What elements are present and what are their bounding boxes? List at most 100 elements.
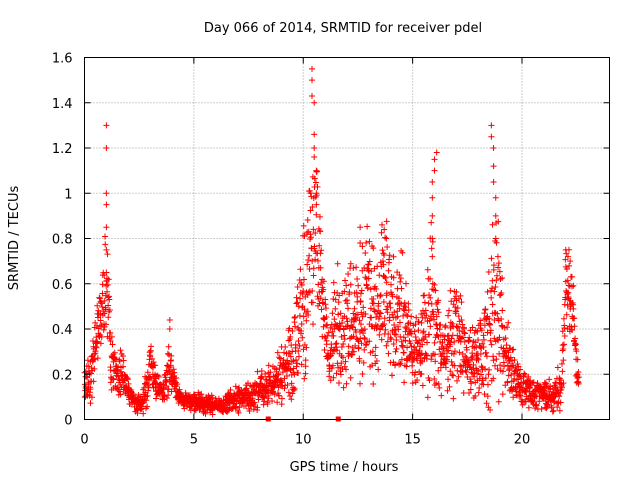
data-point bbox=[98, 300, 105, 307]
data-point bbox=[358, 287, 365, 294]
data-point bbox=[491, 288, 498, 295]
data-point bbox=[475, 336, 482, 343]
data-point bbox=[490, 357, 497, 364]
data-point bbox=[566, 262, 573, 269]
data-point bbox=[354, 275, 361, 282]
data-point bbox=[392, 362, 399, 369]
data-point bbox=[456, 349, 463, 356]
data-point bbox=[173, 374, 180, 381]
data-point bbox=[451, 338, 458, 345]
data-point bbox=[96, 294, 103, 301]
data-point bbox=[312, 256, 319, 263]
data-point bbox=[309, 92, 315, 99]
data-point bbox=[505, 349, 512, 356]
data-point bbox=[396, 271, 403, 278]
data-point bbox=[151, 362, 158, 369]
data-point bbox=[340, 384, 347, 391]
data-point bbox=[468, 354, 475, 361]
data-point bbox=[298, 321, 305, 328]
data-point bbox=[294, 284, 301, 291]
data-point bbox=[292, 341, 299, 348]
data-point bbox=[326, 373, 333, 380]
data-point bbox=[384, 338, 391, 345]
data-point bbox=[357, 224, 364, 231]
data-point bbox=[445, 376, 452, 383]
data-point bbox=[560, 357, 567, 364]
data-point bbox=[292, 323, 299, 330]
data-point bbox=[274, 390, 281, 397]
data-point bbox=[108, 333, 115, 340]
data-point bbox=[469, 353, 476, 360]
data-point bbox=[368, 314, 375, 321]
data-point bbox=[330, 279, 337, 286]
data-point bbox=[568, 283, 575, 290]
data-point bbox=[117, 347, 124, 354]
data-point bbox=[570, 282, 577, 289]
data-point bbox=[391, 309, 398, 316]
data-point bbox=[517, 366, 524, 373]
data-point bbox=[435, 309, 442, 316]
data-point bbox=[274, 399, 281, 406]
data-point bbox=[343, 380, 350, 387]
data-point bbox=[96, 295, 103, 302]
data-point bbox=[485, 268, 492, 275]
data-point bbox=[565, 289, 572, 296]
data-point bbox=[534, 380, 541, 387]
data-point bbox=[451, 348, 458, 355]
data-point bbox=[487, 406, 494, 413]
data-point bbox=[166, 316, 173, 323]
data-point bbox=[163, 395, 170, 402]
data-point bbox=[383, 290, 390, 297]
data-point bbox=[323, 337, 330, 344]
data-point bbox=[257, 380, 264, 387]
data-point bbox=[478, 371, 485, 378]
data-point bbox=[298, 328, 305, 335]
data-point bbox=[116, 358, 123, 365]
data-point bbox=[413, 347, 420, 354]
data-point bbox=[309, 65, 315, 72]
x-tick-label: 20 bbox=[514, 433, 531, 448]
data-point bbox=[492, 212, 499, 219]
data-point bbox=[360, 304, 367, 311]
data-point bbox=[290, 387, 297, 394]
data-point bbox=[174, 381, 181, 388]
data-point bbox=[390, 340, 397, 347]
data-point bbox=[447, 368, 454, 375]
data-point bbox=[320, 278, 327, 285]
data-point bbox=[494, 310, 501, 317]
data-point bbox=[315, 281, 322, 288]
data-point bbox=[328, 321, 335, 328]
data-point bbox=[569, 327, 576, 334]
data-point bbox=[376, 331, 383, 338]
data-point bbox=[530, 379, 537, 386]
data-point bbox=[550, 407, 557, 414]
data-point bbox=[417, 351, 424, 358]
data-point bbox=[362, 310, 369, 317]
data-point bbox=[467, 386, 474, 393]
data-point bbox=[312, 179, 319, 186]
data-point bbox=[350, 310, 357, 317]
data-point bbox=[499, 274, 506, 281]
data-point bbox=[422, 307, 429, 314]
data-point bbox=[407, 340, 414, 347]
data-point bbox=[575, 374, 582, 381]
data-point bbox=[357, 298, 364, 305]
x-tick-label: 15 bbox=[404, 433, 421, 448]
data-point bbox=[292, 314, 299, 321]
data-point bbox=[466, 389, 473, 396]
data-point bbox=[370, 245, 377, 252]
data-point bbox=[552, 380, 559, 387]
data-point bbox=[164, 350, 171, 357]
data-point bbox=[459, 368, 466, 375]
data-point bbox=[82, 368, 89, 375]
data-point bbox=[309, 299, 316, 306]
data-point bbox=[402, 328, 409, 335]
data-point bbox=[262, 371, 269, 378]
data-point bbox=[445, 312, 452, 319]
data-point bbox=[401, 379, 408, 386]
data-point bbox=[312, 229, 319, 236]
data-point bbox=[492, 235, 499, 242]
data-point bbox=[556, 393, 563, 400]
data-point bbox=[441, 336, 448, 343]
data-point bbox=[458, 299, 465, 306]
